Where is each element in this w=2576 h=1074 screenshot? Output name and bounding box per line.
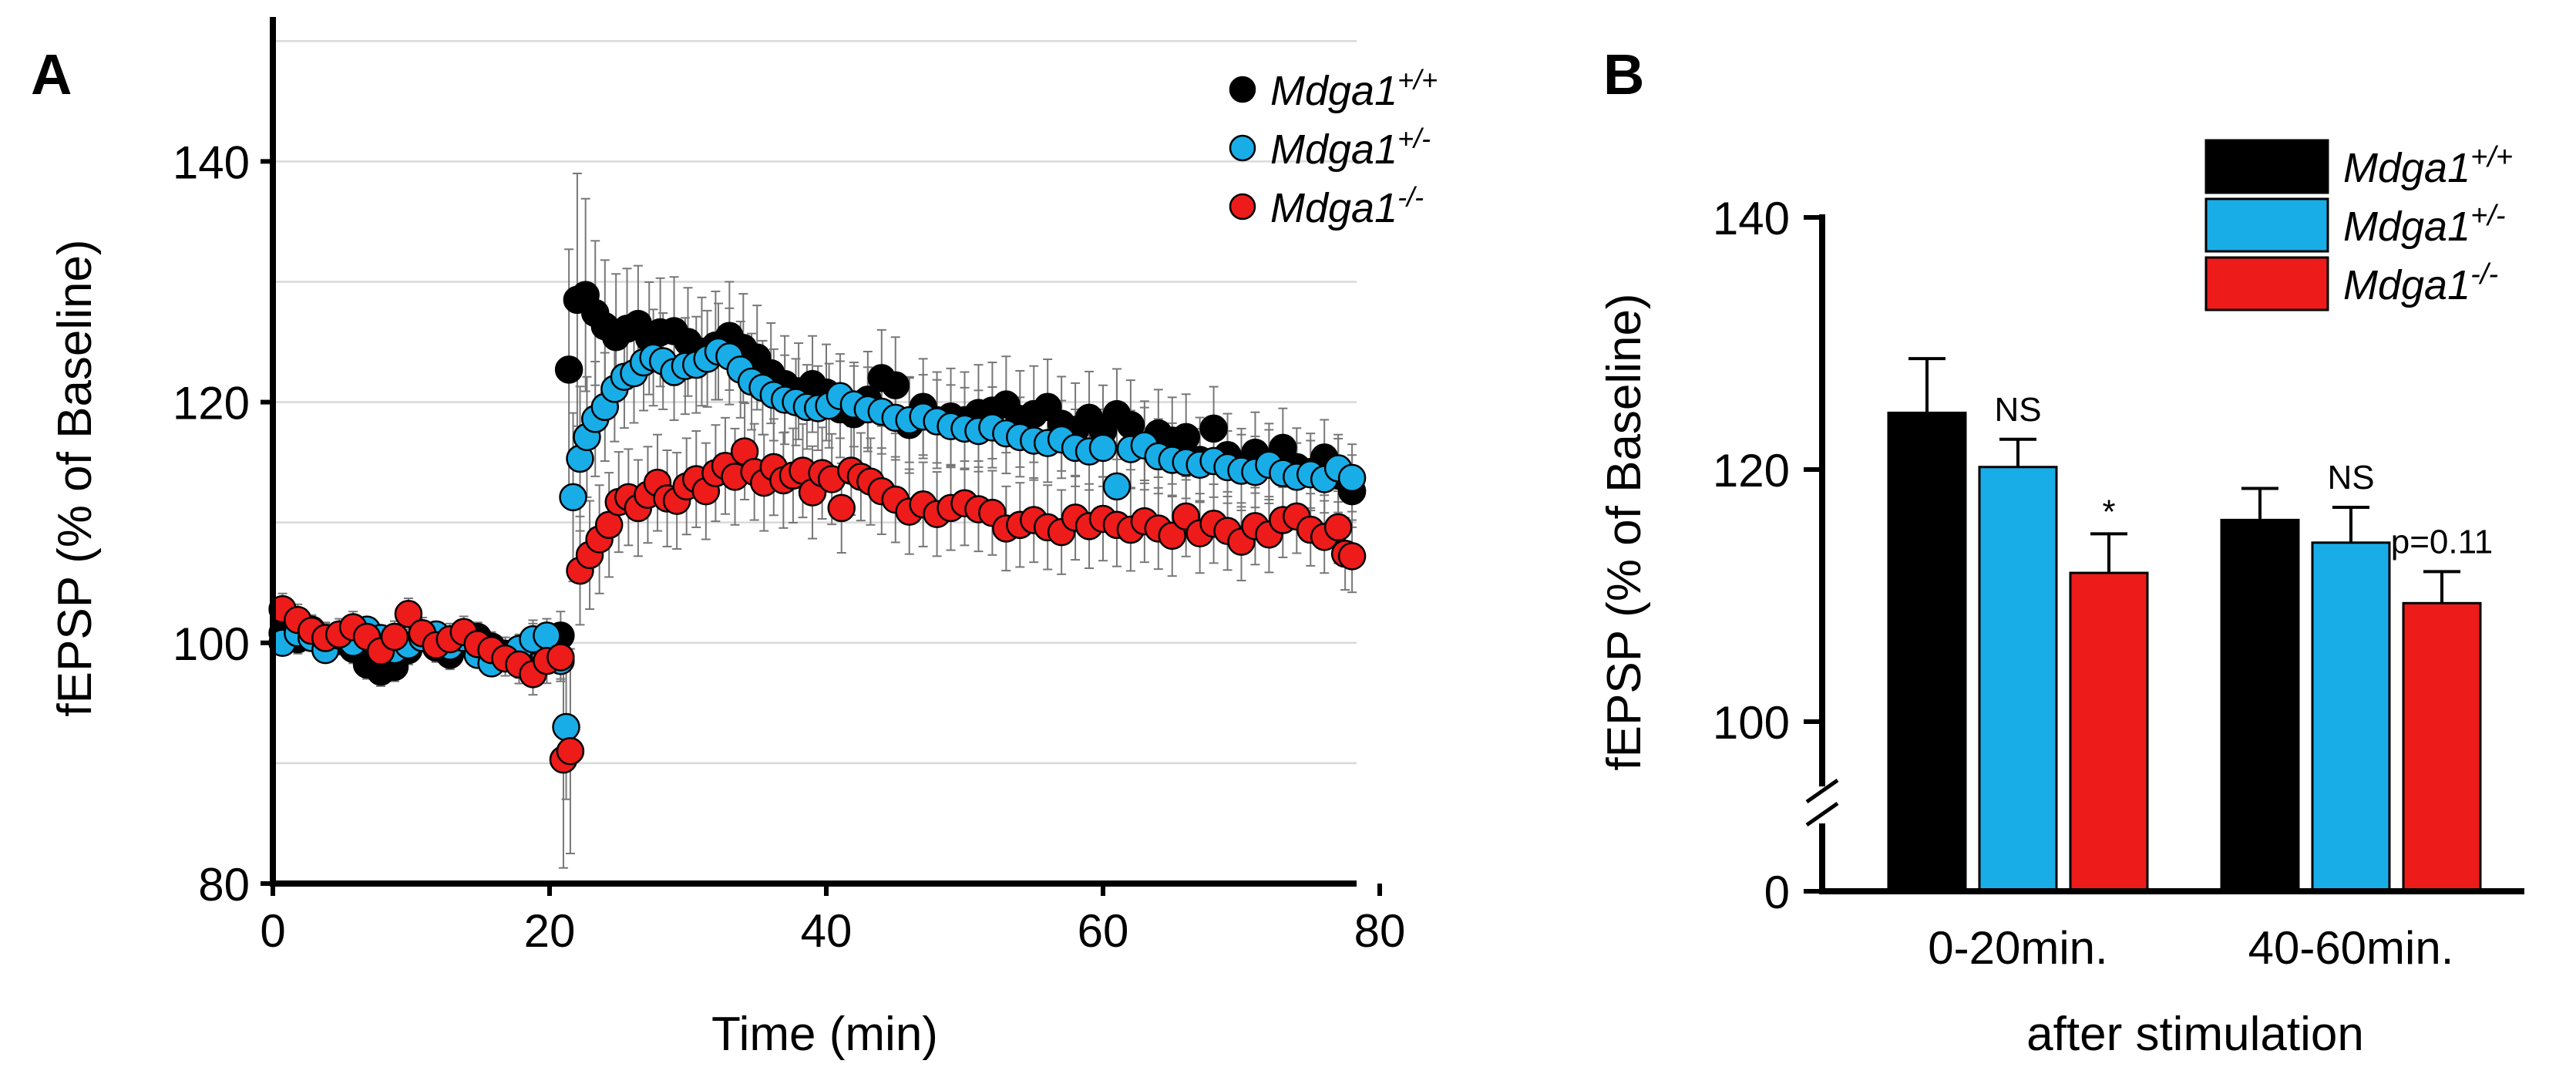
panel-a-x-axis-title: Time (min) <box>711 1008 938 1061</box>
panel-b-axis-break-upper <box>1805 778 1839 804</box>
panel-a-data-point <box>827 493 856 523</box>
panel-b-legend-label: Mdga1+/+ <box>2343 141 2513 191</box>
panel-a-data-point <box>1323 513 1353 542</box>
panel-a-data-point <box>1172 423 1200 452</box>
panel-a-y-axis-title: fEPSP (% of Baseline) <box>49 239 102 716</box>
panel-a-data-point <box>552 712 580 742</box>
panel-a-y-tick-label: 140 <box>173 136 250 188</box>
panel-a: A 80 100 120 140 0 20 40 60 80 Time (min) fEPSP… <box>31 17 1438 1061</box>
panel-b-significance-label: NS <box>1994 391 2041 429</box>
panel-a-legend-marker <box>1229 134 1256 162</box>
panel-b-label: B <box>1603 42 1644 106</box>
panel-a-y-tick-label: 100 <box>173 618 250 670</box>
panel-a-data-point <box>556 737 585 766</box>
panel-a-x-tick-label: 0 <box>260 905 285 957</box>
panel-a-data-point <box>394 600 423 628</box>
panel-b-bar <box>2220 518 2300 893</box>
panel-b-x-axis-title: after stimulation <box>2026 1008 2364 1061</box>
panel-a-data-point <box>546 643 575 672</box>
panel-b-y-axis-title: fEPSP (% of Baseline) <box>1598 293 1651 770</box>
panel-b-significance-label: * <box>2102 493 2115 530</box>
panel-a-x-tick-label: 80 <box>1354 905 1406 957</box>
panel-b-error-bars <box>1908 357 2460 604</box>
panel-a-legend: Mdga1+/+ Mdga1+/- Mdga1-/- <box>1229 64 1438 231</box>
panel-b-significance-label: p=0.11 <box>2391 523 2494 561</box>
panel-a-legend-label: Mdga1-/- <box>1270 181 1424 231</box>
panel-a-data-point <box>1102 472 1132 501</box>
panel-b-bar <box>2069 571 2149 893</box>
panel-a-data-point <box>881 371 910 399</box>
panel-a-data-point <box>554 355 583 384</box>
panel-b: B NS * NS p=0.11 100 120 140 0 0-20min. 40-60mi… <box>1598 42 2524 1061</box>
panel-b-significance-label: NS <box>2327 459 2374 497</box>
panel-b-legend: Mdga1+/+ Mdga1+/- Mdga1-/- <box>2204 139 2513 311</box>
panel-a-data-points <box>268 281 1367 774</box>
panel-b-legend-label: Mdga1-/- <box>2343 258 2498 308</box>
panel-b-y-tick-label: 120 <box>1713 445 1790 497</box>
panel-a-data-point <box>1337 463 1367 493</box>
panel-a-x-ticks: 0 20 40 60 80 <box>260 884 1405 957</box>
panel-b-bar <box>2311 541 2391 893</box>
panel-b-category-labels: 0-20min. 40-60min. <box>1928 922 2453 974</box>
panel-a-legend-marker <box>1229 76 1256 103</box>
panel-a-legend-marker <box>1229 193 1256 221</box>
panel-a-y-tick-label: 120 <box>173 378 250 429</box>
panel-a-data-point <box>1199 414 1228 443</box>
panel-a-y-ticks: 80 100 120 140 <box>173 136 273 911</box>
panel-a-data-point <box>1088 433 1118 463</box>
panel-a-y-tick-label: 80 <box>198 859 250 911</box>
panel-a-data-point <box>380 622 409 651</box>
panel-b-y-tick-label: 100 <box>1713 697 1790 749</box>
panel-a-data-point <box>1337 542 1367 571</box>
panel-a-x-tick-label: 60 <box>1078 905 1129 957</box>
panel-b-legend-swatch <box>2204 256 2329 311</box>
panel-a-label: A <box>31 42 72 106</box>
panel-b-bar <box>1978 466 2058 893</box>
panel-b-significance-labels: NS * NS p=0.11 <box>1994 391 2493 561</box>
panel-b-category-label: 0-20min. <box>1928 922 2107 974</box>
panel-b-category-label: 40-60min. <box>2248 922 2454 974</box>
panel-b-bars <box>1887 411 2482 893</box>
panel-b-y-ticks: 100 120 140 0 <box>1713 193 1822 918</box>
panel-b-y-tick-label: 140 <box>1713 193 1790 244</box>
panel-a-legend-label: Mdga1+/+ <box>1270 64 1438 114</box>
panel-b-bar <box>1887 411 1967 893</box>
panel-a-x-tick-label: 40 <box>801 905 853 957</box>
panel-a-data-point <box>1158 521 1186 550</box>
panel-a-legend-label: Mdga1+/- <box>1270 123 1431 173</box>
panel-b-bar <box>2402 601 2482 893</box>
panel-b-axis-break-lower <box>1805 801 1839 827</box>
panel-a-data-point <box>559 483 587 512</box>
panel-b-legend-label: Mdga1+/- <box>2343 200 2506 250</box>
panel-b-y-tick-label-zero: 0 <box>1764 867 1790 918</box>
panel-a-x-tick-label: 20 <box>524 905 576 957</box>
panel-b-legend-swatch <box>2204 197 2329 253</box>
panel-b-legend-swatch <box>2204 139 2329 194</box>
